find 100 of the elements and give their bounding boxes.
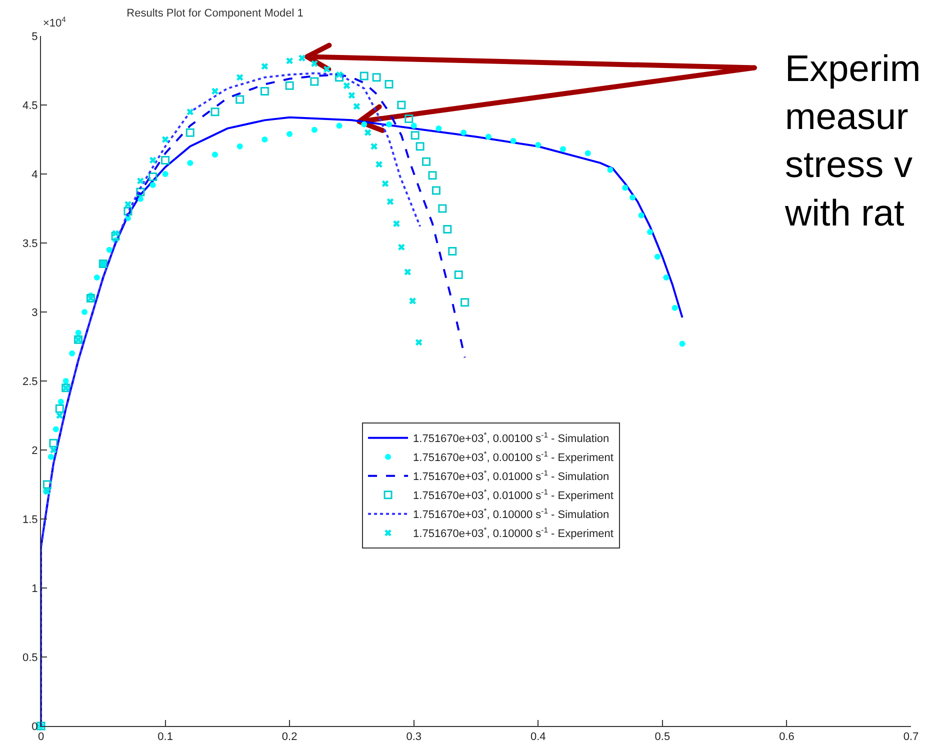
point: [50, 446, 57, 454]
point: [454, 270, 463, 279]
point: [485, 134, 492, 140]
point: [82, 309, 88, 315]
point: [404, 114, 414, 124]
point: [236, 74, 244, 81]
point: [372, 73, 381, 82]
point: [111, 232, 120, 240]
y-tick-label: 2: [32, 444, 38, 457]
point: [370, 143, 378, 150]
x-tick-label: 0.7: [903, 731, 919, 744]
legend-label: 1.751670e+03$^{*}$, 0.00100 s$^{-1}$ - Experiment: [413, 450, 614, 464]
point: [286, 130, 293, 137]
y-tick-label: 2.5: [22, 376, 38, 388]
point: [56, 412, 64, 419]
point: [416, 142, 424, 151]
point: [584, 150, 591, 156]
point: [410, 122, 417, 129]
point: [124, 200, 132, 208]
point: [186, 108, 194, 116]
point: [647, 228, 653, 235]
point: [42, 480, 52, 489]
point: [285, 81, 294, 90]
point: [236, 95, 244, 104]
x-tick-label: 0.5: [654, 731, 670, 744]
point: [186, 128, 194, 137]
point: [323, 66, 330, 73]
y-tick-label: 4.5: [22, 100, 38, 112]
x-tick-label: 0.2: [282, 731, 298, 744]
point: [69, 350, 76, 356]
point: [382, 180, 389, 188]
point: [236, 143, 243, 150]
point: [409, 298, 416, 304]
legend-label: 1.751670e+03$^{*}$, 0.10000 s$^{-1}$ - Simulation: [413, 506, 610, 522]
point: [187, 160, 194, 166]
point: [62, 378, 69, 384]
point: [48, 454, 54, 460]
y-tick-label: 3: [32, 306, 38, 319]
point: [343, 82, 350, 90]
point: [298, 54, 306, 62]
point: [348, 92, 356, 99]
point: [422, 157, 431, 166]
point: [448, 247, 457, 256]
point: [162, 171, 168, 177]
point: [150, 182, 156, 188]
point: [336, 122, 342, 129]
point: [148, 172, 158, 182]
point: [663, 274, 670, 280]
point: [622, 184, 628, 191]
point: [438, 204, 447, 213]
point: [630, 194, 636, 200]
point: [52, 426, 59, 432]
point: [58, 398, 64, 405]
y-tick-label: 1.5: [22, 514, 38, 526]
y-tick-label: 0.5: [22, 652, 38, 664]
point: [94, 274, 100, 280]
point: [460, 298, 470, 307]
point: [106, 246, 112, 253]
point: [261, 62, 268, 70]
y-tick-label: 3.5: [22, 238, 38, 250]
point: [112, 230, 119, 237]
point: [364, 129, 372, 136]
x-tick-label: 0.1: [158, 731, 173, 744]
point: [432, 186, 440, 195]
point: [161, 156, 170, 164]
point: [212, 152, 218, 158]
y-tick-label: 4: [32, 168, 38, 181]
point: [410, 131, 420, 140]
point: [361, 121, 368, 128]
annotation: Experim measur stress v with rat: [784, 48, 921, 234]
point: [393, 220, 400, 228]
point: [311, 126, 318, 133]
point: [49, 438, 58, 448]
point: [212, 88, 218, 95]
chart-title: Results Plot for Component Model 1: [126, 8, 304, 20]
point: [260, 86, 269, 96]
legend-label: 1.751670e+03$^{*}$, 0.01000 s$^{-1}$ - Simulation: [413, 468, 610, 484]
point: [210, 108, 220, 116]
point: [398, 244, 405, 251]
y-tick-label: 1: [32, 582, 38, 595]
point: [386, 121, 392, 128]
point: [397, 100, 406, 110]
x-tick-label: 0.3: [406, 731, 422, 744]
point: [404, 268, 412, 276]
point: [137, 178, 144, 184]
legend-label: 1.751670e+03$^{*}$, 0.01000 s$^{-1}$ - Experiment: [413, 488, 614, 502]
point: [436, 125, 442, 132]
point: [136, 188, 145, 196]
point: [137, 196, 144, 202]
point: [376, 160, 382, 168]
point: [311, 60, 318, 67]
point: [75, 330, 82, 336]
point: [535, 142, 542, 148]
point: [607, 166, 614, 173]
point: [149, 156, 156, 164]
point: [335, 73, 344, 82]
point: [415, 338, 422, 346]
point: [386, 198, 394, 205]
x-tick-label: 0.6: [779, 731, 794, 744]
point: [336, 71, 343, 78]
